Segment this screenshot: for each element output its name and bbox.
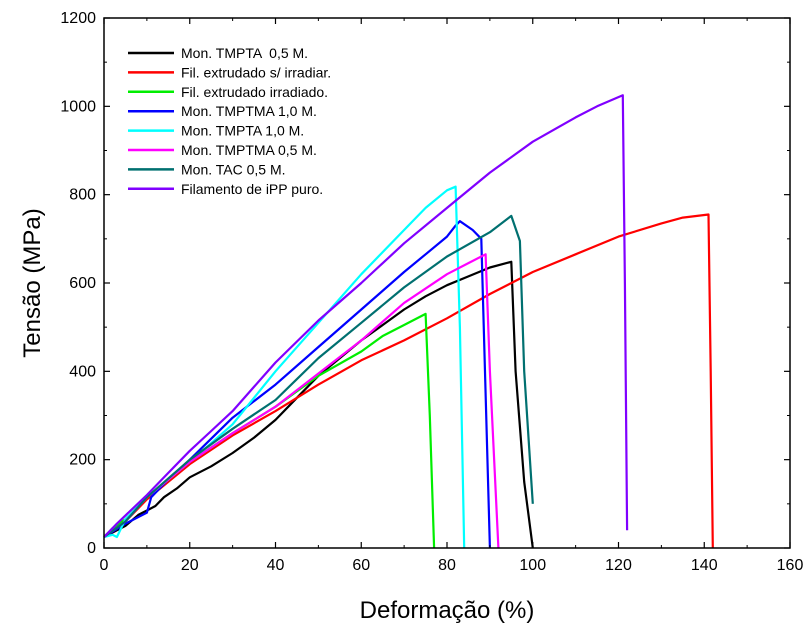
x-tick-label: 120 xyxy=(605,557,632,574)
series-line-4 xyxy=(103,220,491,549)
x-tick-label: 140 xyxy=(691,557,718,574)
x-tick-label: 60 xyxy=(352,557,370,574)
legend-label: Fil. extrudado s/ irradiar. xyxy=(181,64,331,80)
legend-label: Mon. TMPTMA 1,0 M. xyxy=(181,103,317,119)
series-layer xyxy=(103,94,714,549)
legend: Mon. TMPTA 0,5 M. Fil. extrudado s/ irrad… xyxy=(128,45,331,197)
series-line-7 xyxy=(103,214,534,538)
y-tick-label: 0 xyxy=(87,540,96,557)
y-tick-label: 1200 xyxy=(60,10,96,27)
x-tick-label: 0 xyxy=(100,557,109,574)
ticks-layer: 0 20 40 60 80 100 120 140 160 0 200 400 600 800 1000 12… xyxy=(60,10,803,574)
x-tick-label: 80 xyxy=(438,557,456,574)
series-line-8 xyxy=(103,94,629,538)
y-tick-label: 400 xyxy=(69,363,96,380)
x-axis-title: Deformação (%) xyxy=(360,597,535,624)
series-line-6 xyxy=(103,253,500,549)
legend-label: Fil. extrudado irradiado. xyxy=(181,84,328,100)
x-tick-label: 20 xyxy=(181,557,199,574)
legend-label: Filamento de iPP puro. xyxy=(181,181,323,197)
x-tick-label: 100 xyxy=(519,557,546,574)
series-line-1 xyxy=(103,260,534,549)
series-line-2 xyxy=(103,213,714,549)
x-tick-label: 40 xyxy=(267,557,285,574)
legend-label: Mon. TMPTA 1,0 M. xyxy=(181,123,304,139)
x-tick-label: 160 xyxy=(777,557,804,574)
y-axis-title: Tensão (MPa) xyxy=(19,208,46,357)
series-line-5 xyxy=(103,185,466,549)
legend-label: Mon. TMPTA 0,5 M. xyxy=(181,45,308,61)
legend-label: Mon. TMPTMA 0,5 M. xyxy=(181,142,317,158)
y-tick-label: 600 xyxy=(69,275,96,292)
y-tick-label: 800 xyxy=(69,187,96,204)
y-tick-label: 200 xyxy=(69,452,96,469)
y-tick-label: 1000 xyxy=(60,98,96,115)
legend-label: Mon. TAC 0,5 M. xyxy=(181,161,286,177)
